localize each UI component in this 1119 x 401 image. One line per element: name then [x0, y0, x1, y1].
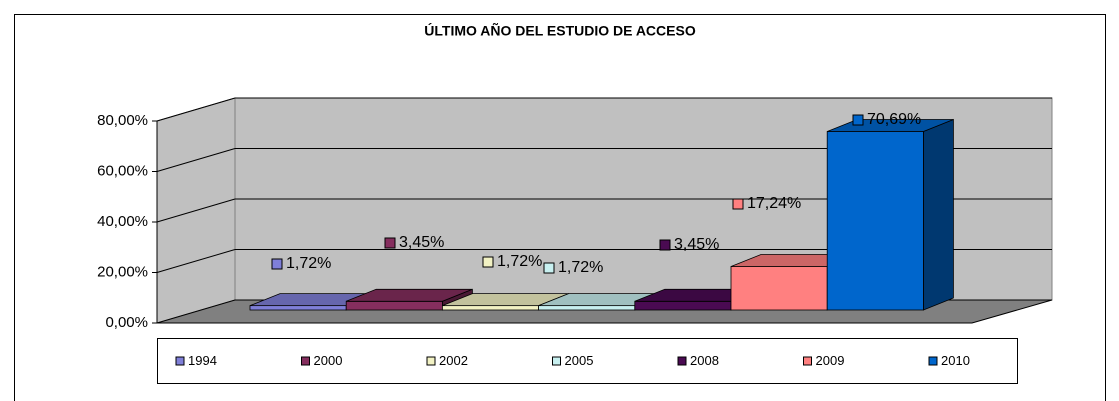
label-key	[271, 258, 283, 270]
data-label: 1,72%	[497, 253, 542, 270]
bar	[441, 305, 539, 311]
bar-top	[346, 288, 473, 302]
data-label: 17,24%	[747, 195, 801, 212]
bar-side	[923, 118, 954, 311]
label-key	[659, 239, 671, 251]
label-key	[543, 262, 555, 274]
legend-key	[426, 356, 436, 366]
y-tick-label: 0,00%	[105, 314, 148, 331]
y-tick-label: 60,00%	[97, 162, 148, 179]
legend-label: 2010	[941, 353, 970, 368]
legend-label: 1994	[188, 353, 217, 368]
label-key	[482, 256, 494, 268]
data-label: 1,72%	[286, 255, 331, 272]
grid-line	[156, 249, 236, 273]
legend-label: 2005	[565, 353, 594, 368]
bar	[538, 305, 636, 311]
grid-line	[156, 97, 236, 122]
data-label: 3,45%	[674, 236, 719, 253]
bar	[249, 305, 347, 311]
label-key	[732, 198, 744, 210]
grid-line	[156, 198, 236, 223]
legend-label: 2008	[690, 353, 719, 368]
legend-key	[677, 356, 687, 366]
legend-key	[552, 356, 561, 366]
label-key	[852, 114, 864, 126]
legend	[157, 338, 1018, 384]
grid-line	[156, 148, 236, 172]
legend-key	[301, 356, 310, 366]
legend-key	[928, 356, 938, 366]
bar	[634, 300, 732, 311]
data-label: 70,69%	[867, 111, 921, 128]
y-tick-label: 40,00%	[97, 213, 148, 230]
bar	[826, 131, 924, 311]
data-label: 3,45%	[399, 234, 444, 251]
y-tick-label: 80,00%	[97, 112, 148, 129]
data-label: 1,72%	[558, 259, 603, 276]
legend-key	[175, 356, 185, 366]
bar	[730, 266, 828, 311]
y-tick-label: 20,00%	[97, 263, 148, 280]
label-key	[384, 237, 396, 249]
bar	[345, 300, 443, 311]
chart-title: ÚLTIMO AÑO DEL ESTUDIO DE ACCESO	[424, 22, 696, 39]
legend-label: 2002	[439, 353, 468, 368]
legend-label: 2000	[314, 353, 343, 368]
legend-key	[803, 356, 812, 366]
legend-label: 2009	[816, 353, 845, 368]
